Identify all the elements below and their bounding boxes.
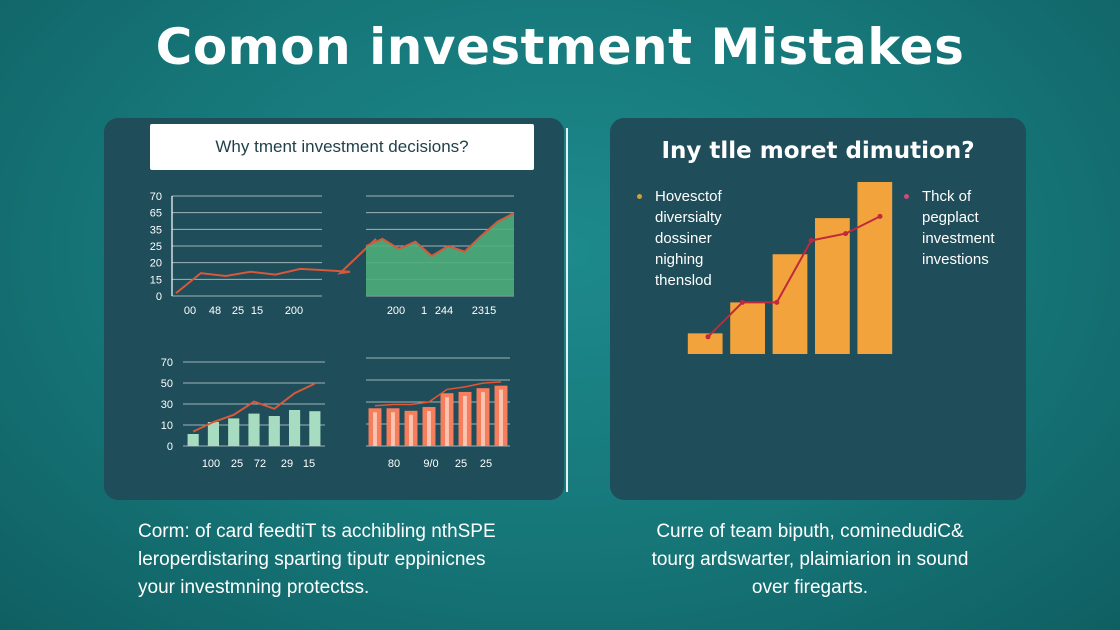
x-tick-label: 48 [209, 305, 221, 317]
y-tick-label: 50 [161, 378, 173, 390]
page-title: Comon investment Mistakes [155, 18, 965, 76]
bar [228, 418, 240, 446]
bar-highlight [445, 397, 449, 446]
bar [288, 410, 301, 446]
x-tick-label: 200 [285, 305, 303, 317]
x-tick-label: 9/0 [423, 458, 438, 470]
bar [730, 302, 765, 354]
caption-left-line: Corm: of card feedtiT ts acchibling nthS… [138, 521, 496, 542]
right-panel-title: Iny tlle moret dimution? [661, 138, 975, 164]
bar-highlight [373, 412, 377, 446]
series-line [374, 381, 502, 407]
legend-left-line: dossiner [655, 230, 712, 247]
bar [207, 422, 220, 446]
y-tick-label: 30 [161, 399, 173, 411]
x-tick-label: 15 [303, 458, 315, 470]
line-point [877, 213, 883, 219]
left-question-box: Why tment investment decisions? [150, 124, 534, 170]
y-tick-label: 10 [161, 420, 173, 432]
y-tick-label: 20 [150, 258, 162, 270]
x-tick-label: 200 [387, 305, 405, 317]
chart-bottom-right: 80 9/0 25 25 [366, 357, 510, 470]
y-tick-label: 0 [167, 441, 173, 453]
line-point [774, 299, 780, 305]
legend-left-dot [637, 194, 642, 199]
x-tick-label: 25 [455, 458, 467, 470]
x-tick-label: 29 [281, 458, 293, 470]
bar [815, 218, 850, 354]
line-point [843, 231, 849, 237]
legend-left-line: nighing [655, 251, 704, 268]
y-tick-label: 0 [156, 291, 162, 303]
y-tick-label: 25 [150, 241, 162, 253]
bar-highlight [481, 392, 485, 446]
x-tick-label: 25 [480, 458, 492, 470]
line-point [739, 299, 745, 305]
caption-right: Curre of team biputh, cominedudiC& tourg… [600, 518, 1020, 602]
bar-highlight [499, 389, 503, 446]
x-tick-label: 1 [421, 305, 427, 317]
area-fill [366, 213, 514, 296]
x-tick-label: 15 [251, 305, 263, 317]
y-tick-label: 70 [161, 357, 173, 369]
x-tick-label: 80 [388, 458, 400, 470]
bar-highlight [427, 411, 431, 446]
legend-left-line: thenslod [655, 272, 712, 289]
x-tick-label: 00 [184, 305, 196, 317]
y-tick-label: 35 [150, 224, 162, 236]
caption-left-line: your investmning protectss. [138, 577, 370, 598]
chart-right-panel [687, 182, 893, 354]
bar [309, 411, 321, 446]
bar-highlight [463, 395, 467, 446]
bar [687, 333, 723, 354]
legend-right-line: Thck of [922, 188, 972, 205]
legend-left-line: Hovesctof [655, 188, 722, 205]
y-tick-label: 70 [150, 191, 162, 203]
caption-right-line: tourg ardswarter, plaimiarion in sound [651, 549, 969, 570]
series-line [707, 215, 881, 338]
bar-highlight [409, 414, 413, 446]
caption-right-line: Curre of team biputh, cominedudiC& [656, 521, 964, 542]
legend-left-line: diversialty [655, 209, 722, 226]
bar [857, 182, 893, 354]
series-line [365, 212, 515, 258]
legend-right-line: pegplact [922, 209, 979, 226]
caption-left: Corm: of card feedtiT ts acchibling nthS… [138, 518, 558, 602]
x-tick-label: 244 [435, 305, 453, 317]
legend-left: Hovesctof diversialty dossiner nighing t… [637, 186, 775, 291]
series-line [192, 382, 316, 433]
panel-divider [566, 128, 568, 492]
legend-right-dot [904, 194, 909, 199]
y-tick-label: 15 [150, 274, 162, 286]
y-tick-label: 65 [150, 208, 162, 220]
line-point [808, 237, 814, 243]
x-tick-label: 2315 [472, 305, 496, 317]
bar [248, 413, 260, 446]
legend-right: Thck of pegplact investment investions [904, 186, 1022, 270]
series-line [175, 238, 377, 294]
x-tick-label: 25 [231, 458, 243, 470]
line-point [705, 334, 711, 340]
x-tick-label: 25 [232, 305, 244, 317]
caption-left-line: leroperdistaring sparting tiputr eppinic… [138, 549, 486, 570]
chart-top-right: 200 1 244 2315 [365, 195, 515, 317]
x-tick-label: 100 [202, 458, 220, 470]
bar-highlight [391, 412, 395, 446]
legend-right-line: investions [922, 251, 989, 268]
bar [187, 434, 199, 446]
bar [268, 416, 280, 446]
caption-right-line: over firegarts. [751, 577, 869, 598]
x-tick-label: 72 [254, 458, 266, 470]
legend-right-line: investment [922, 230, 995, 247]
